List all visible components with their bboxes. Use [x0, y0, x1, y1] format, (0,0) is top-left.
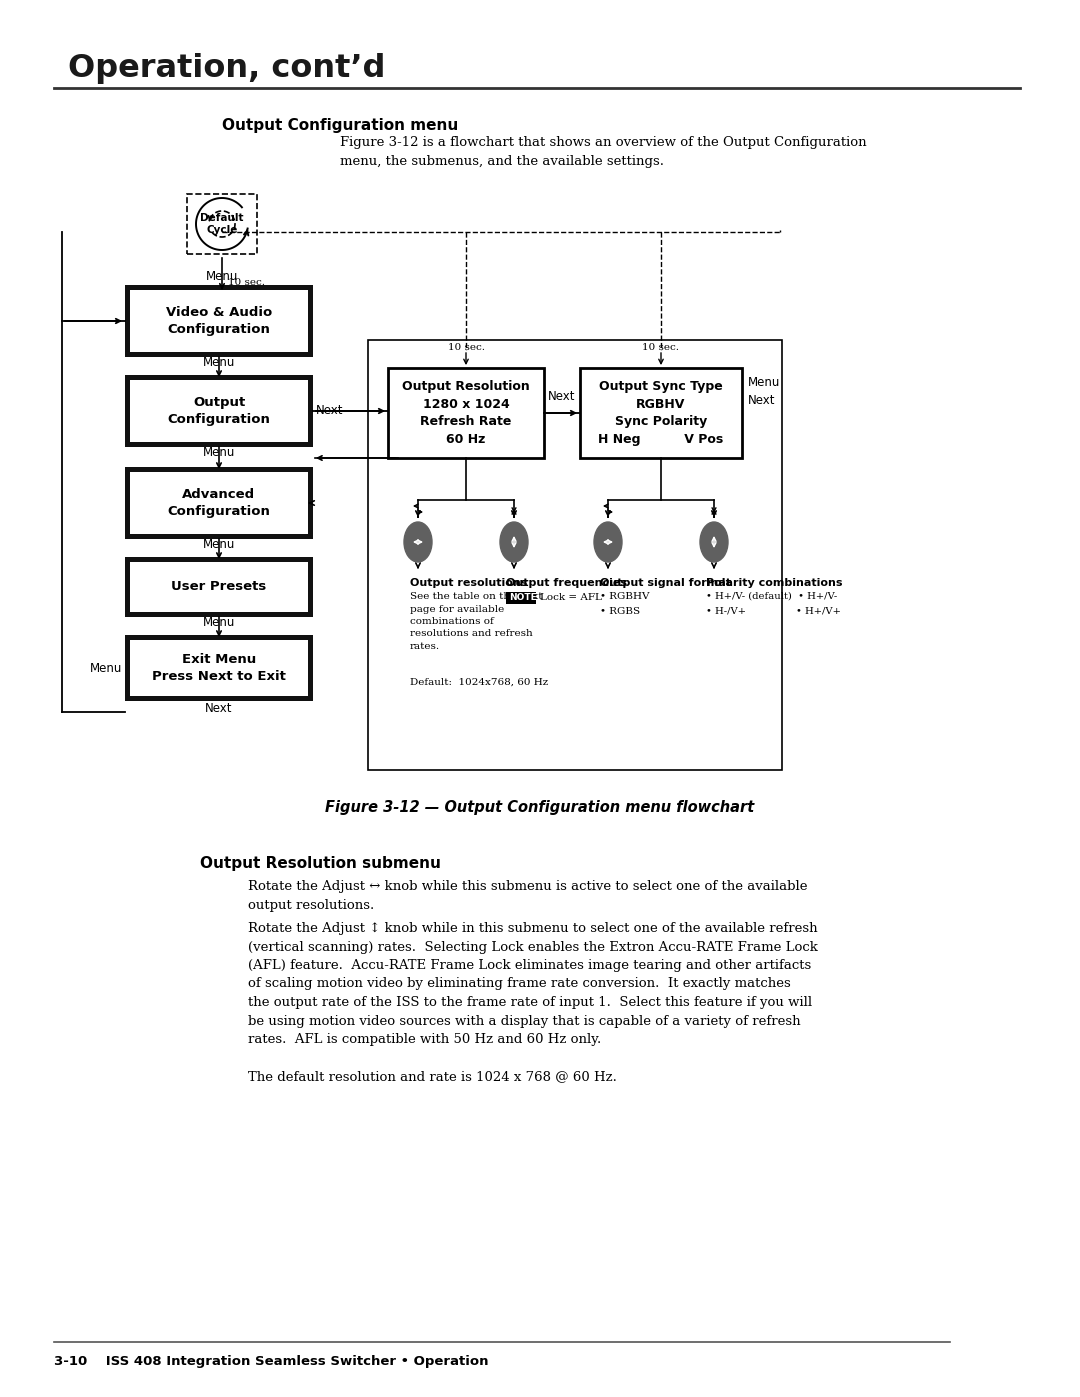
- Ellipse shape: [700, 522, 728, 562]
- Text: Output signal format: Output signal format: [600, 578, 731, 588]
- Text: Figure 3-12 — Output Configuration menu flowchart: Figure 3-12 — Output Configuration menu …: [325, 800, 755, 814]
- Text: Lock = AFL: Lock = AFL: [540, 592, 602, 602]
- Text: Exit Menu
Press Next to Exit: Exit Menu Press Next to Exit: [152, 652, 286, 683]
- Text: 10 sec.: 10 sec.: [643, 344, 679, 352]
- Bar: [187, 194, 257, 254]
- Bar: [125, 557, 313, 617]
- Ellipse shape: [594, 522, 622, 562]
- Text: Next: Next: [316, 405, 343, 418]
- Ellipse shape: [500, 522, 528, 562]
- Bar: [388, 367, 544, 458]
- Text: • H+/V- (default)  • H+/V-
• H-/V+                • H+/V+: • H+/V- (default) • H+/V- • H-/V+ • H+/V…: [706, 592, 841, 616]
- Text: Output Resolution
1280 x 1024
Refresh Rate
60 Hz: Output Resolution 1280 x 1024 Refresh Ra…: [402, 380, 530, 446]
- Text: Figure 3-12 is a flowchart that shows an overview of the Output Configuration
me: Figure 3-12 is a flowchart that shows an…: [340, 136, 866, 168]
- Bar: [125, 285, 313, 358]
- Text: Rotate the Adjust ↕ knob while in this submenu to select one of the available re: Rotate the Adjust ↕ knob while in this s…: [248, 922, 818, 1046]
- Text: Output Configuration menu: Output Configuration menu: [221, 117, 458, 133]
- Bar: [130, 640, 308, 696]
- Text: 10 sec.: 10 sec.: [228, 278, 265, 286]
- Text: Menu: Menu: [203, 446, 235, 460]
- Text: Menu: Menu: [90, 662, 122, 675]
- Text: Output frequencies: Output frequencies: [507, 578, 627, 588]
- Bar: [125, 374, 313, 447]
- Text: Menu: Menu: [748, 376, 781, 388]
- Text: Video & Audio
Configuration: Video & Audio Configuration: [166, 306, 272, 337]
- Bar: [130, 472, 308, 534]
- Text: Output Sync Type
RGBHV
Sync Polarity
H Neg          V Pos: Output Sync Type RGBHV Sync Polarity H N…: [598, 380, 724, 446]
- Text: User Presets: User Presets: [172, 581, 267, 594]
- Bar: [125, 636, 313, 701]
- Bar: [130, 562, 308, 612]
- Text: Default:  1024x768, 60 Hz: Default: 1024x768, 60 Hz: [410, 678, 549, 687]
- Text: Menu: Menu: [203, 356, 235, 369]
- Text: Rotate the Adjust ↔ knob while this submenu is active to select one of the avail: Rotate the Adjust ↔ knob while this subm…: [248, 880, 808, 911]
- Text: Menu: Menu: [203, 616, 235, 629]
- Text: Output
Configuration: Output Configuration: [167, 395, 270, 426]
- Text: 3-10    ISS 408 Integration Seamless Switcher • Operation: 3-10 ISS 408 Integration Seamless Switch…: [54, 1355, 488, 1368]
- Text: NOTE: NOTE: [509, 592, 537, 602]
- Text: Next: Next: [205, 703, 233, 715]
- Text: Output resolutions: Output resolutions: [410, 578, 527, 588]
- Text: Next: Next: [748, 394, 775, 407]
- Bar: [130, 291, 308, 352]
- Ellipse shape: [404, 522, 432, 562]
- Text: Next: Next: [548, 390, 576, 402]
- Text: Menu: Menu: [206, 270, 239, 284]
- Text: Output Resolution submenu: Output Resolution submenu: [200, 856, 441, 870]
- Bar: [507, 592, 536, 604]
- Text: Advanced
Configuration: Advanced Configuration: [167, 488, 270, 518]
- Bar: [580, 367, 742, 458]
- Text: See the table on the next
page for available
combinations of
resolutions and ref: See the table on the next page for avail…: [410, 592, 542, 651]
- Bar: [368, 339, 782, 770]
- Text: Menu: Menu: [203, 538, 235, 550]
- Bar: [130, 380, 308, 441]
- Text: Operation, cont’d: Operation, cont’d: [68, 53, 386, 84]
- Text: Default
Cycle: Default Cycle: [200, 212, 244, 235]
- Text: • RGBHV
• RGBS: • RGBHV • RGBS: [600, 592, 649, 616]
- Text: The default resolution and rate is 1024 x 768 @ 60 Hz.: The default resolution and rate is 1024 …: [248, 1070, 617, 1083]
- Bar: [125, 467, 313, 539]
- Text: 10 sec.: 10 sec.: [447, 344, 485, 352]
- Text: Polarity combinations: Polarity combinations: [706, 578, 842, 588]
